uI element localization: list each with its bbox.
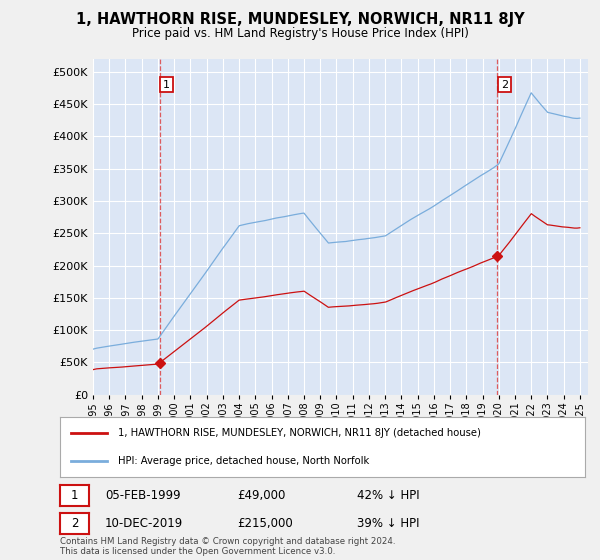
Text: Contains HM Land Registry data © Crown copyright and database right 2024.
This d: Contains HM Land Registry data © Crown c… <box>60 536 395 556</box>
Text: HPI: Average price, detached house, North Norfolk: HPI: Average price, detached house, Nort… <box>118 456 369 466</box>
Text: 1: 1 <box>71 489 78 502</box>
Text: £215,000: £215,000 <box>237 517 293 530</box>
Text: 2: 2 <box>71 517 78 530</box>
Text: 39% ↓ HPI: 39% ↓ HPI <box>357 517 419 530</box>
Text: 05-FEB-1999: 05-FEB-1999 <box>105 489 181 502</box>
Text: 1, HAWTHORN RISE, MUNDESLEY, NORWICH, NR11 8JY: 1, HAWTHORN RISE, MUNDESLEY, NORWICH, NR… <box>76 12 524 27</box>
Text: 2: 2 <box>500 80 508 90</box>
Text: 10-DEC-2019: 10-DEC-2019 <box>105 517 183 530</box>
Text: £49,000: £49,000 <box>237 489 286 502</box>
Text: 42% ↓ HPI: 42% ↓ HPI <box>357 489 419 502</box>
Text: 1, HAWTHORN RISE, MUNDESLEY, NORWICH, NR11 8JY (detached house): 1, HAWTHORN RISE, MUNDESLEY, NORWICH, NR… <box>118 428 481 438</box>
Text: 1: 1 <box>163 80 170 90</box>
Text: Price paid vs. HM Land Registry's House Price Index (HPI): Price paid vs. HM Land Registry's House … <box>131 27 469 40</box>
